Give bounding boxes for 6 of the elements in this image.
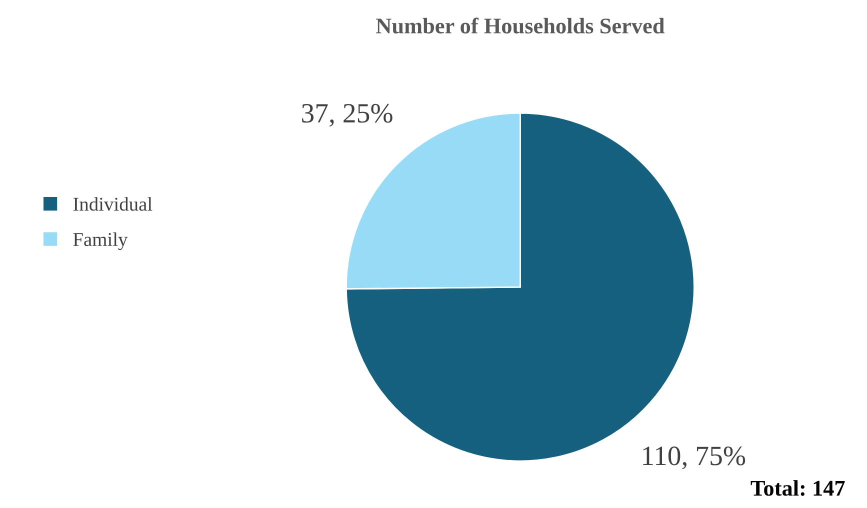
data-label: 37, 25% — [302, 104, 392, 127]
data-label: 110, 75% — [643, 446, 746, 470]
chart-title: Number of Households Served — [376, 18, 665, 34]
legend-label: Individual — [73, 197, 152, 211]
text: Total: 147 — [750, 480, 845, 496]
legend-label: Family — [73, 232, 128, 250]
